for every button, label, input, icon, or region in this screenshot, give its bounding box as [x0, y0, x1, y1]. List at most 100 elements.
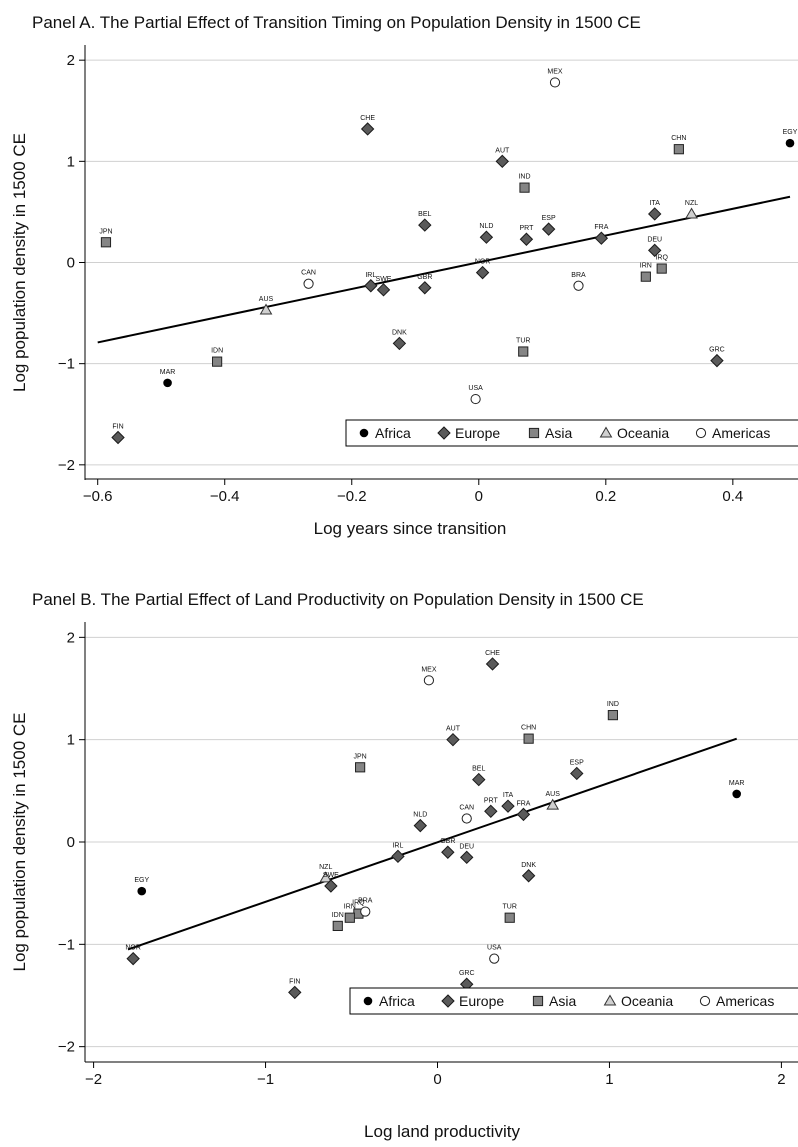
legend-item-africa: Africa [363, 993, 415, 1009]
legend-label: Americas [716, 993, 774, 1009]
point-label: CHN [671, 135, 686, 142]
marker-europe [376, 283, 391, 297]
data-point-bel: BEL [418, 211, 432, 232]
legend-item-asia: Asia [528, 425, 572, 441]
marker-europe [541, 222, 556, 236]
y-tick-label: 1 [67, 732, 75, 749]
marker-europe [516, 807, 531, 822]
marker-europe [418, 218, 432, 232]
marker-europe [391, 849, 405, 864]
marker-asia [100, 237, 112, 248]
data-point-chn: CHN [521, 725, 536, 744]
point-label: MAR [160, 369, 176, 376]
data-point-tur: TUR [503, 904, 517, 923]
marker-europe [475, 265, 490, 280]
legend-label: Americas [712, 425, 770, 441]
data-point-fra: FRA [594, 224, 609, 245]
marker-asia [640, 271, 651, 282]
data-point-nor: NOR [125, 945, 141, 966]
data-point-egy: EGY [134, 877, 149, 896]
legend-marker-europe [437, 426, 451, 440]
legend-label: Europe [459, 993, 504, 1009]
point-label: IND [607, 701, 619, 708]
marker-europe [446, 732, 460, 747]
legend-label: Europe [455, 425, 500, 441]
panel-a-chart: −2 −1 0 1 2 −0.6 −0.4 −0.2 0 0.2 0.4 Log years sinc… [10, 45, 798, 538]
data-point-ita: ITA [648, 200, 662, 221]
marker-asia [504, 912, 515, 923]
marker-africa [163, 378, 172, 388]
marker-europe [413, 818, 428, 833]
x-tick-label: 1 [605, 1071, 613, 1088]
marker-europe [472, 772, 486, 787]
marker-americas [360, 906, 371, 917]
point-label: SWE [323, 872, 339, 879]
data-point-aus: AUS [546, 791, 560, 810]
marker-asia [355, 762, 366, 773]
data-point-jpn: JPN [99, 228, 113, 248]
point-label: IRQ [352, 900, 365, 907]
point-label: NOR [125, 945, 141, 952]
y-tick-label: 0 [67, 255, 75, 272]
data-point-esp: ESP [570, 759, 584, 781]
legend-marker-asia [532, 995, 544, 1007]
marker-europe [484, 804, 498, 819]
marker-europe [479, 230, 494, 244]
data-point-fin: FIN [111, 424, 125, 445]
data-point-nzl: NZL [319, 864, 332, 883]
x-tick-label: −0.6 [83, 488, 113, 505]
point-label: NZL [685, 200, 698, 207]
point-label: DEU [647, 236, 662, 243]
y-axis-label: Log population density in 1500 CE [10, 133, 29, 392]
marker-africa [137, 886, 147, 896]
data-point-bel: BEL [472, 766, 486, 787]
point-label: GBR [417, 274, 432, 281]
marker-americas [470, 393, 481, 405]
point-label: EGY [783, 129, 798, 136]
data-point-deu: DEU [459, 843, 474, 865]
legend-marker-asia [528, 427, 540, 439]
data-point-deu: DEU [647, 236, 662, 258]
y-tick-label: −1 [58, 936, 75, 953]
data-point-ind: IND [607, 701, 619, 721]
point-label: FRA [516, 800, 530, 807]
marker-oceania [546, 798, 560, 810]
point-label: GRC [709, 347, 725, 354]
data-point-che: CHE [360, 115, 375, 136]
point-label: FRA [594, 224, 608, 231]
point-label: TUR [516, 338, 530, 345]
point-label: IRN [344, 904, 356, 911]
point-label: MEX [421, 666, 437, 673]
point-label: IRL [392, 842, 403, 849]
y-tick-label: −2 [58, 457, 75, 474]
data-point-can: CAN [459, 804, 474, 824]
legend-item-americas: Americas [699, 993, 774, 1009]
data-point-dnk: DNK [392, 329, 407, 351]
x-tick-label: 2 [777, 1071, 785, 1088]
marker-asia [332, 920, 343, 932]
legend-marker-oceania [603, 994, 617, 1006]
marker-americas [423, 675, 435, 686]
marker-europe [126, 951, 140, 966]
point-label: EGY [134, 877, 149, 884]
marker-americas [303, 278, 314, 289]
data-point-mex: MEX [547, 68, 563, 88]
data-point-irn: IRN [640, 263, 652, 282]
point-label: BEL [418, 211, 431, 218]
x-tick-label: 0 [475, 488, 483, 505]
point-label: IDN [332, 912, 344, 919]
data-point-tur: TUR [516, 338, 530, 357]
marker-asia [607, 710, 618, 721]
legend-label: Asia [549, 993, 576, 1009]
y-tick-label: 1 [67, 153, 75, 170]
data-point-che: CHE [485, 650, 500, 671]
data-point-usa: USA [487, 945, 502, 964]
data-point-grc: GRC [459, 970, 475, 991]
x-axis-label: Log years since transition [314, 519, 507, 538]
marker-africa [785, 138, 795, 148]
y-tick-label: 0 [67, 834, 75, 851]
marker-europe [570, 766, 584, 781]
point-label: ESP [570, 759, 584, 766]
marker-americas [549, 77, 561, 88]
marker-americas [489, 953, 500, 964]
